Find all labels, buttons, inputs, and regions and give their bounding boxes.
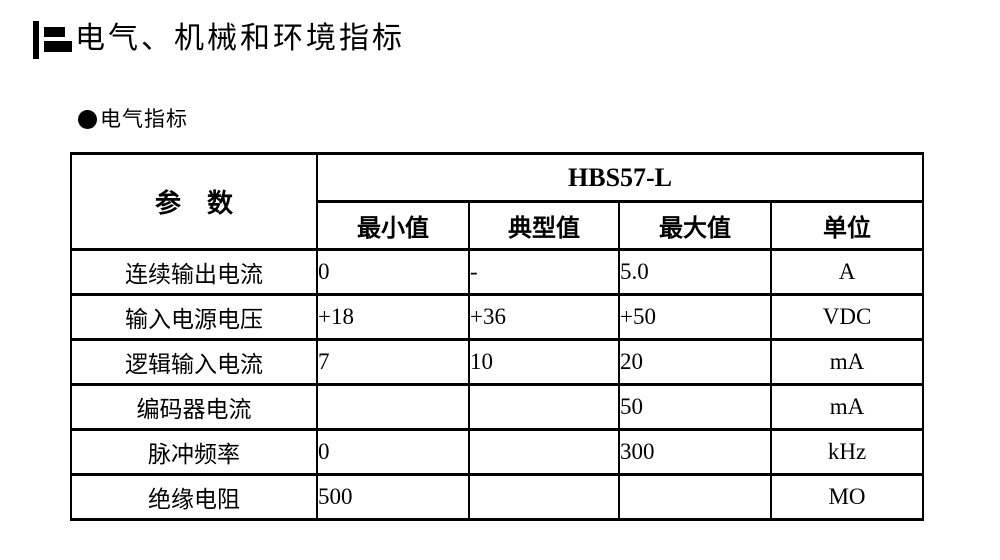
typical-value-cell: 10 <box>468 338 620 386</box>
unit-cell: MO <box>769 473 925 521</box>
min-value-cell: 500 <box>316 473 470 521</box>
table-row: 逻辑输入电流 7 10 20 mA <box>70 338 925 386</box>
unit-cell: A <box>769 248 925 296</box>
document-header: 电气、机械和环境指标 <box>33 17 405 61</box>
page-title: 电气、机械和环境指标 <box>75 21 405 56</box>
typical-value-cell <box>468 428 620 476</box>
max-value-cell: 20 <box>618 338 772 386</box>
max-value-cell: +50 <box>618 293 772 341</box>
typical-value-cell <box>468 473 620 521</box>
typical-value-cell: - <box>468 248 620 296</box>
unit-cell: kHz <box>769 428 925 476</box>
unit-cell: VDC <box>769 293 925 341</box>
icon-vertical-bar <box>33 21 39 59</box>
table-row: 连续输出电流 0 - 5.0 A <box>70 248 925 296</box>
model-header: HBS57-L <box>315 152 925 203</box>
table-row: 编码器电流 50 mA <box>70 383 925 431</box>
param-cell: 逻辑输入电流 <box>70 338 318 386</box>
table-row: 输入电源电压 +18 +36 +50 VDC <box>70 293 925 341</box>
section-label: 电气指标 <box>78 105 188 133</box>
table-row: 绝缘电阻 500 MO <box>70 473 925 521</box>
icon-top-bar <box>44 27 65 37</box>
typical-column-header: 典型值 <box>468 200 620 251</box>
param-cell: 编码器电流 <box>70 383 318 431</box>
unit-cell: mA <box>769 383 925 431</box>
param-cell: 输入电源电压 <box>70 293 318 341</box>
icon-bottom-bar <box>44 41 72 52</box>
typical-value-cell <box>468 383 620 431</box>
unit-cell: mA <box>769 338 925 386</box>
param-cell: 绝缘电阻 <box>70 473 318 521</box>
min-value-cell: +18 <box>316 293 470 341</box>
min-column-header: 最小值 <box>316 200 470 251</box>
min-value-cell: 7 <box>316 338 470 386</box>
table-header-row-model: 参 数 HBS57-L <box>70 152 925 251</box>
param-cell: 连续输出电流 <box>70 248 318 296</box>
section-marker-icon <box>33 17 75 59</box>
min-value-cell <box>316 383 470 431</box>
typical-value-cell: +36 <box>468 293 620 341</box>
param-column-header: 参 数 <box>70 152 318 251</box>
table-row: 脉冲频率 0 300 kHz <box>70 428 925 476</box>
max-value-cell: 5.0 <box>618 248 772 296</box>
electrical-spec-table: 参 数 HBS57-L 最小值 典型值 最大值 单位 连续输出电流 0 - 5.… <box>70 152 925 521</box>
min-value-cell: 0 <box>316 428 470 476</box>
param-cell: 脉冲频率 <box>70 428 318 476</box>
section-label-text: 电气指标 <box>100 107 188 131</box>
max-column-header: 最大值 <box>618 200 772 251</box>
table-header-row-sub: 最小值 典型值 最大值 单位 <box>71 200 925 251</box>
max-value-cell: 50 <box>618 383 772 431</box>
max-value-cell <box>618 473 772 521</box>
max-value-cell: 300 <box>618 428 772 476</box>
unit-column-header: 单位 <box>769 200 925 251</box>
bullet-icon <box>78 109 97 129</box>
min-value-cell: 0 <box>316 248 470 296</box>
